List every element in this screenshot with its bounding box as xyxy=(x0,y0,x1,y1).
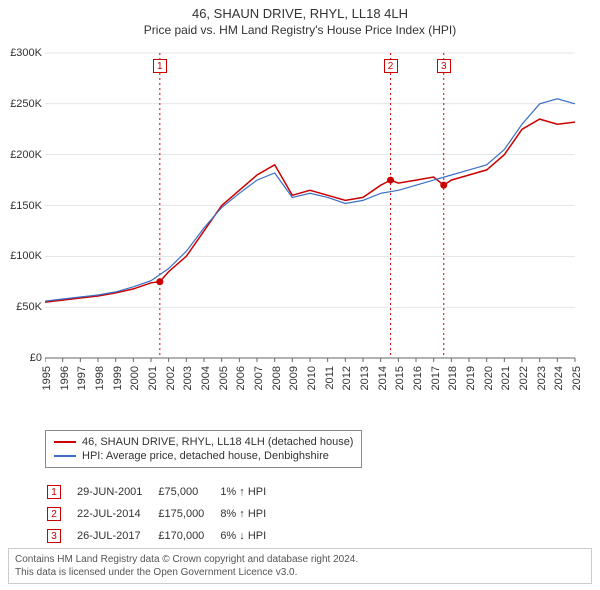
txn-date-2: 22-JUL-2014 xyxy=(77,504,156,524)
event-marker-2: 2 xyxy=(384,59,398,73)
x-tick-label: 2014 xyxy=(377,366,389,390)
chart-svg xyxy=(45,48,580,388)
legend-swatch-2 xyxy=(54,455,76,457)
x-tick-label: 2006 xyxy=(235,366,247,390)
x-tick-label: 2002 xyxy=(165,366,177,390)
attribution-footer: Contains HM Land Registry data © Crown c… xyxy=(8,548,592,584)
x-tick-label: 2018 xyxy=(447,366,459,390)
x-tick-label: 2004 xyxy=(200,366,212,390)
txn-marker-1: 1 xyxy=(47,485,61,499)
txn-marker-2: 2 xyxy=(47,507,61,521)
legend-label-1: 46, SHAUN DRIVE, RHYL, LL18 4LH (detache… xyxy=(82,436,353,448)
event-marker-1: 1 xyxy=(153,59,167,73)
x-tick-label: 1999 xyxy=(112,366,124,390)
page-title: 46, SHAUN DRIVE, RHYL, LL18 4LH xyxy=(0,0,600,21)
x-tick-label: 1996 xyxy=(59,366,71,390)
y-tick-label: £300K xyxy=(2,47,42,59)
legend-item: HPI: Average price, detached house, Denb… xyxy=(54,449,353,463)
x-tick-label: 2025 xyxy=(571,366,583,390)
x-tick-label: 2007 xyxy=(253,366,265,390)
footer-line-2: This data is licensed under the Open Gov… xyxy=(15,566,585,579)
txn-price-3: £170,000 xyxy=(158,526,218,546)
x-tick-label: 2016 xyxy=(412,366,424,390)
x-tick-label: 2008 xyxy=(271,366,283,390)
event-marker-3: 3 xyxy=(437,59,451,73)
price-chart: 1995199619971998199920002001200220032004… xyxy=(45,48,580,388)
txn-date-1: 29-JUN-2001 xyxy=(77,482,156,502)
x-tick-label: 2001 xyxy=(147,366,159,390)
x-tick-label: 2011 xyxy=(324,366,336,390)
footer-line-1: Contains HM Land Registry data © Crown c… xyxy=(15,553,585,566)
x-tick-label: 2010 xyxy=(306,366,318,390)
y-tick-label: £150K xyxy=(2,200,42,212)
x-tick-label: 1997 xyxy=(76,366,88,390)
x-tick-label: 2024 xyxy=(553,366,565,390)
table-row: 3 26-JUL-2017 £170,000 6% ↓ HPI xyxy=(47,526,280,546)
y-tick-label: £50K xyxy=(2,301,42,313)
x-tick-label: 2015 xyxy=(394,366,406,390)
txn-price-2: £175,000 xyxy=(158,504,218,524)
txn-delta-1: 1% ↑ HPI xyxy=(220,482,280,502)
page-subtitle: Price paid vs. HM Land Registry's House … xyxy=(0,21,600,37)
y-tick-label: £250K xyxy=(2,98,42,110)
txn-price-1: £75,000 xyxy=(158,482,218,502)
x-tick-label: 2003 xyxy=(182,366,194,390)
x-tick-label: 1995 xyxy=(41,366,53,390)
x-tick-label: 2013 xyxy=(359,366,371,390)
x-tick-label: 2012 xyxy=(341,366,353,390)
legend: 46, SHAUN DRIVE, RHYL, LL18 4LH (detache… xyxy=(45,430,362,468)
legend-swatch-1 xyxy=(54,441,76,443)
txn-delta-3: 6% ↓ HPI xyxy=(220,526,280,546)
y-tick-label: £200K xyxy=(2,149,42,161)
txn-date-3: 26-JUL-2017 xyxy=(77,526,156,546)
x-tick-label: 2023 xyxy=(536,366,548,390)
txn-delta-2: 8% ↑ HPI xyxy=(220,504,280,524)
transactions-table: 1 29-JUN-2001 £75,000 1% ↑ HPI 2 22-JUL-… xyxy=(45,480,282,548)
table-row: 1 29-JUN-2001 £75,000 1% ↑ HPI xyxy=(47,482,280,502)
x-tick-label: 2021 xyxy=(500,366,512,390)
legend-item: 46, SHAUN DRIVE, RHYL, LL18 4LH (detache… xyxy=(54,435,353,449)
y-tick-label: £100K xyxy=(2,250,42,262)
x-tick-label: 2005 xyxy=(218,366,230,390)
txn-marker-3: 3 xyxy=(47,529,61,543)
x-tick-label: 2017 xyxy=(430,366,442,390)
x-tick-label: 2019 xyxy=(465,366,477,390)
x-tick-label: 2020 xyxy=(483,366,495,390)
legend-label-2: HPI: Average price, detached house, Denb… xyxy=(82,450,329,462)
x-tick-label: 1998 xyxy=(94,366,106,390)
table-row: 2 22-JUL-2014 £175,000 8% ↑ HPI xyxy=(47,504,280,524)
x-tick-label: 2000 xyxy=(129,366,141,390)
x-tick-label: 2009 xyxy=(288,366,300,390)
x-tick-label: 2022 xyxy=(518,366,530,390)
y-tick-label: £0 xyxy=(2,352,42,364)
